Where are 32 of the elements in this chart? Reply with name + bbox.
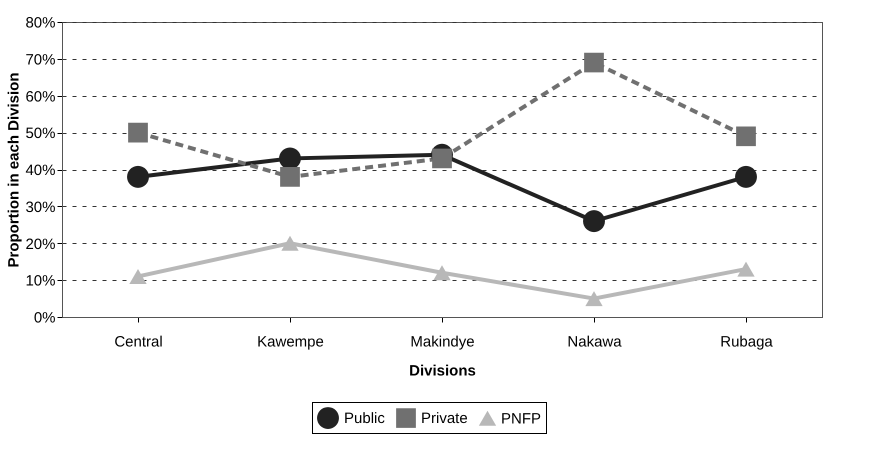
point <box>737 262 755 277</box>
point <box>583 210 605 232</box>
y-tick-label: 60% <box>25 88 56 106</box>
point <box>127 166 149 188</box>
x-axis-title: Divisions <box>409 362 476 380</box>
point <box>280 167 300 187</box>
legend-label: PNFP <box>501 410 542 428</box>
y-tick-label: 20% <box>25 236 56 253</box>
y-tick-label: 40% <box>25 162 56 179</box>
point <box>585 291 603 306</box>
point <box>735 166 757 188</box>
x-tick-label: Makindye <box>410 334 475 350</box>
y-axis-title: Proportion in each Division <box>5 72 22 268</box>
legend-label: Private <box>421 410 468 428</box>
point <box>281 236 299 251</box>
y-tick-label: 30% <box>25 198 56 216</box>
x-tick-label: Central <box>114 334 163 350</box>
point <box>736 126 756 146</box>
x-tick-label: Nakawa <box>567 334 622 350</box>
point <box>433 265 451 280</box>
y-tick-label: 80% <box>25 14 56 32</box>
x-tick-label: Kawempe <box>257 334 324 350</box>
point <box>128 122 148 142</box>
y-tick-label: 10% <box>25 272 56 290</box>
point <box>432 148 452 168</box>
y-tick-label: 0% <box>34 310 56 326</box>
point <box>129 268 147 284</box>
y-tick-label: 70% <box>25 51 56 68</box>
y-tick-label: 50% <box>25 125 56 142</box>
point <box>584 52 604 72</box>
x-tick-label: Rubaga <box>720 334 774 350</box>
legend-label: Public <box>344 410 386 428</box>
